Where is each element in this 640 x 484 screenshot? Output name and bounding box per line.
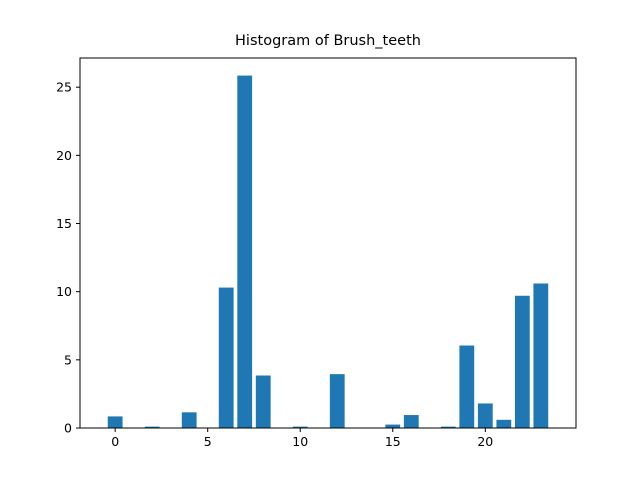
bar-6: [218, 287, 234, 428]
x-tick-label: 10: [292, 434, 308, 449]
bars-layer: [107, 75, 549, 429]
bar-16: [403, 415, 419, 428]
y-tick-label: 10: [56, 284, 72, 299]
bar-4: [181, 412, 197, 428]
y-tick-label: 15: [56, 216, 72, 231]
bar-0: [107, 416, 123, 428]
y-tick-label: 0: [64, 421, 72, 436]
bar-23: [533, 283, 549, 428]
x-tick-label: 5: [204, 434, 212, 449]
bar-10: [292, 426, 308, 428]
axes-layer: 0 5 10 15 20 0 5 10 15 20 25: [56, 80, 493, 449]
y-tick-label: 5: [64, 352, 72, 367]
x-tick-label: 15: [385, 434, 401, 449]
x-tick-label: 0: [111, 434, 119, 449]
y-tick-label: 25: [56, 80, 72, 95]
bar-15: [385, 424, 401, 428]
bar-7: [237, 75, 253, 429]
x-tick-label: 20: [477, 434, 493, 449]
bar-12: [329, 374, 345, 428]
bar-8: [255, 375, 271, 428]
bar-18: [440, 426, 456, 428]
y-tick-label: 20: [56, 148, 72, 163]
bar-21: [496, 419, 512, 428]
bar-22: [514, 295, 530, 428]
plot-frame: [79, 57, 577, 429]
bar-2: [144, 426, 160, 428]
bar-20: [477, 403, 493, 428]
bar-19: [459, 345, 475, 428]
chart-title: Histogram of Brush_teeth: [235, 33, 421, 49]
